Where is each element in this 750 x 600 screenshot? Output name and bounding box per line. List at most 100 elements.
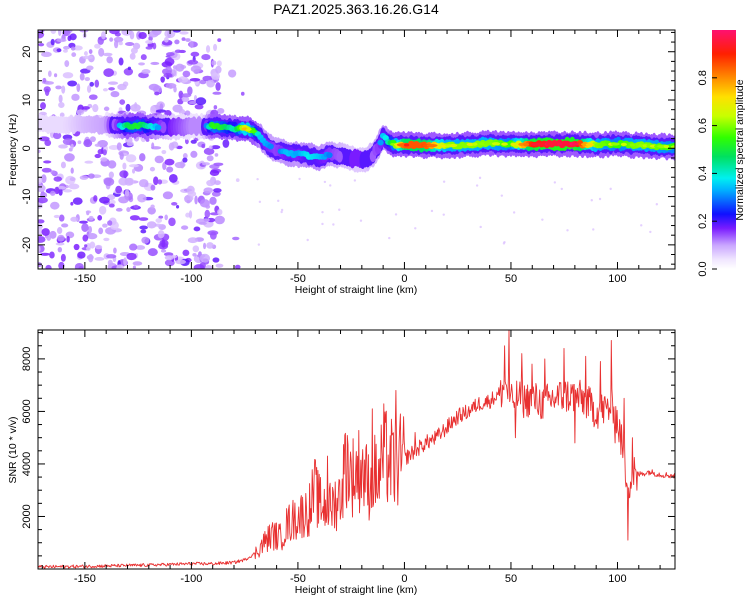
noise-speckle [190, 150, 198, 158]
noise-speckle [321, 222, 324, 226]
noise-speckle [475, 184, 479, 187]
ridge-core [326, 152, 333, 159]
spectrogram-xlabel: Height of straight line (km) [295, 284, 418, 296]
noise-speckle [198, 221, 207, 225]
noise-speckle [155, 218, 163, 223]
noise-speckle [163, 72, 173, 78]
noise-speckle [118, 196, 129, 204]
x-tick-label: 100 [608, 273, 626, 285]
noise-speckle [213, 105, 218, 110]
noise-speckle [150, 105, 157, 114]
noise-speckle [145, 46, 153, 50]
noise-speckle [57, 234, 65, 242]
ridge-mid [336, 151, 343, 163]
ridge-core [154, 124, 162, 131]
noise-speckle [44, 88, 50, 96]
noise-speckle [202, 218, 210, 222]
noise-speckle [102, 52, 113, 57]
ridge-hotspot [410, 143, 421, 147]
noise-speckle [124, 189, 130, 197]
noise-speckle [188, 210, 193, 219]
noise-speckle [128, 164, 139, 168]
noise-speckle [209, 212, 220, 216]
noise-speckle [62, 72, 74, 79]
noise-speckle [102, 88, 108, 92]
noise-speckle [137, 193, 147, 203]
noise-speckle [100, 157, 108, 162]
noise-speckle [53, 131, 62, 140]
noise-speckle [115, 207, 123, 212]
noise-speckle [126, 207, 131, 212]
noise-speckle [119, 152, 124, 160]
noise-speckle [38, 219, 45, 224]
noise-speckle [56, 227, 63, 235]
noise-speckle [56, 48, 62, 53]
ridge-hotspot [246, 128, 252, 132]
noise-speckle [62, 49, 68, 53]
noise-speckle [72, 197, 83, 205]
noise-speckle [222, 139, 230, 148]
noise-speckle [124, 177, 134, 186]
snr-ylabel: SNR (10 * v/v) [7, 416, 19, 483]
noise-speckle [55, 85, 62, 90]
noise-speckle [81, 106, 90, 110]
noise-speckle [107, 220, 113, 226]
noise-speckle [181, 37, 186, 41]
noise-speckle [214, 153, 219, 157]
noise-speckle [113, 247, 117, 254]
ridge-hotspot [241, 127, 248, 131]
noise-speckle [38, 43, 45, 47]
noise-speckle [146, 221, 157, 229]
noise-speckle [70, 216, 79, 222]
noise-speckle [74, 262, 84, 269]
noise-speckle [70, 46, 76, 51]
y-tick-label: 6000 [21, 399, 33, 423]
noise-speckle [115, 185, 123, 194]
noise-speckle [55, 242, 65, 246]
noise-speckle [640, 224, 643, 227]
noise-speckle [79, 72, 85, 81]
noise-speckle [38, 236, 46, 243]
noise-speckle [70, 167, 74, 174]
noise-speckle [67, 80, 78, 87]
noise-speckle [119, 170, 129, 178]
x-tick-label: 100 [608, 573, 626, 585]
noise-speckle [41, 51, 52, 58]
noise-speckle [132, 265, 136, 269]
noise-speckle [98, 47, 105, 57]
ridge-hotspot [403, 143, 410, 147]
noise-speckle [157, 179, 163, 185]
noise-speckle [40, 252, 50, 256]
noise-speckle [258, 200, 262, 204]
colorbar-tick-label: 0.6 [697, 118, 709, 133]
noise-speckle [84, 244, 88, 248]
colorbar: 0.0 0.2 0.4 0.6 0.8 Normalized spectral ampl… [697, 30, 746, 277]
noise-speckle [129, 215, 140, 221]
noise-speckle [323, 180, 327, 184]
colorbar-gradient [712, 30, 736, 269]
ridge-hotspot [629, 143, 636, 147]
noise-speckle [209, 169, 220, 177]
noise-speckle [88, 94, 98, 100]
noise-speckle [205, 45, 211, 53]
noise-speckle [86, 65, 94, 71]
noise-speckle [192, 252, 197, 257]
noise-speckle [108, 87, 115, 91]
noise-speckle [108, 171, 115, 179]
noise-speckle [116, 264, 124, 269]
noise-speckle [306, 238, 309, 242]
noise-speckle [388, 236, 391, 240]
spectrogram-heatmap [38, 30, 675, 269]
noise-speckle [138, 62, 145, 66]
noise-speckle [321, 210, 324, 214]
noise-speckle [53, 73, 58, 78]
colorbar-label: Normalized spectral amplitude [734, 79, 746, 220]
noise-speckle [164, 255, 174, 261]
noise-speckle [213, 188, 222, 193]
noise-speckle [235, 178, 240, 183]
ridge-hotspot [514, 142, 521, 147]
ridge-hotspot [638, 143, 644, 148]
noise-speckle [149, 166, 156, 172]
noise-speckle [187, 237, 198, 244]
noise-speckle [153, 85, 162, 94]
